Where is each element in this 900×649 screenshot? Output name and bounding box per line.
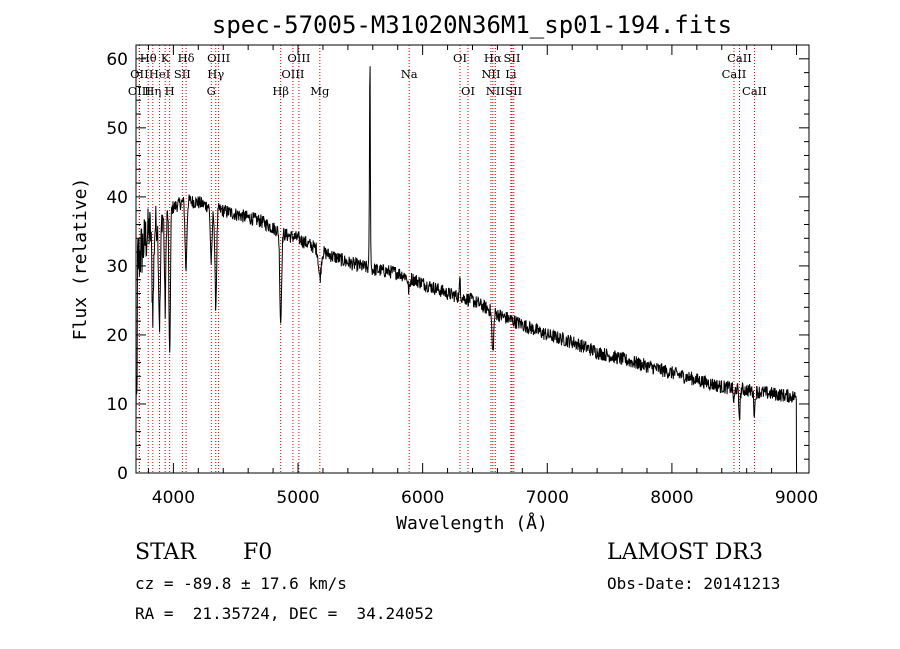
x-tick-label: 7000 <box>526 488 569 508</box>
line-marker-label: H <box>165 84 175 98</box>
line-marker-label: NII <box>481 67 500 81</box>
line-markers <box>138 45 755 473</box>
redshift-cz: cz = -89.8 ± 17.6 km/s <box>135 574 347 593</box>
line-marker-label: Hγ <box>207 67 224 81</box>
line-marker-label: OI <box>453 51 467 65</box>
line-marker-label: CaII <box>727 51 752 65</box>
line-marker-label: G <box>207 84 216 98</box>
ra-dec: RA = 21.35724, DEC = 34.24052 <box>135 604 434 623</box>
line-marker-label: Hθ <box>140 51 157 65</box>
plot-frame <box>135 44 810 474</box>
line-marker-label: Na <box>401 67 418 81</box>
y-tick-label: 40 <box>106 188 128 208</box>
y-tick-label: 50 <box>106 119 128 139</box>
survey-name: LAMOST DR3 <box>607 540 763 565</box>
x-axis-label: Wavelength (Å) <box>396 512 548 534</box>
line-marker-label: Hη <box>144 84 161 98</box>
y-axis-label: Flux (relative) <box>70 178 91 341</box>
line-marker-label: SII <box>174 67 191 81</box>
line-marker-label: OIII <box>207 51 230 65</box>
line-marker-label: SII <box>504 51 521 65</box>
y-tick-label: 0 <box>117 464 128 484</box>
line-marker-label: Hβ <box>272 84 289 98</box>
line-marker-label: OIII <box>281 67 304 81</box>
chart-title: spec-57005-M31020N36M1_sp01-194.fits <box>212 11 732 39</box>
observation-date: Obs-Date: 20141213 <box>607 574 781 593</box>
y-tick-label: 10 <box>106 395 128 415</box>
line-marker-label: Hα <box>484 51 502 65</box>
x-tick-label: 8000 <box>650 488 693 508</box>
y-tick-label: 60 <box>106 50 128 70</box>
line-marker-label: OII <box>130 67 149 81</box>
object-class: STAR <box>135 540 196 565</box>
object-subclass: F0 <box>243 540 273 565</box>
x-tick-label: 5000 <box>276 488 319 508</box>
line-marker-label: Mg <box>310 84 330 98</box>
line-marker-label: OIII <box>287 51 310 65</box>
line-marker-label: Hδ <box>178 51 195 65</box>
line-marker-label: SII <box>505 84 522 98</box>
y-axis-ticks: 0 10 20 30 40 50 60 <box>106 44 809 484</box>
line-marker-label: CaII <box>722 67 747 81</box>
line-marker-label: Li <box>505 67 517 81</box>
line-marker-label: OIII <box>128 84 151 98</box>
y-tick-label: 20 <box>106 326 128 346</box>
line-marker-label: NII <box>486 84 505 98</box>
line-marker-label: HeI <box>149 67 170 81</box>
line-marker-labels: OII OIII Hθ Hη HeI K H SII Hδ G Hγ OIII Hβ OIII OIII Mg… <box>128 51 767 98</box>
y-tick-label: 30 <box>106 257 128 277</box>
line-marker-label: CaII <box>742 84 767 98</box>
x-tick-label: 9000 <box>775 488 818 508</box>
line-marker-label: K <box>161 51 170 65</box>
x-axis-ticks: 4000 5000 6000 7000 8000 9000 <box>147 45 818 508</box>
x-tick-label: 4000 <box>152 488 195 508</box>
line-marker-label: OI <box>461 84 475 98</box>
spectrum-line <box>135 66 797 467</box>
x-tick-label: 6000 <box>401 488 444 508</box>
